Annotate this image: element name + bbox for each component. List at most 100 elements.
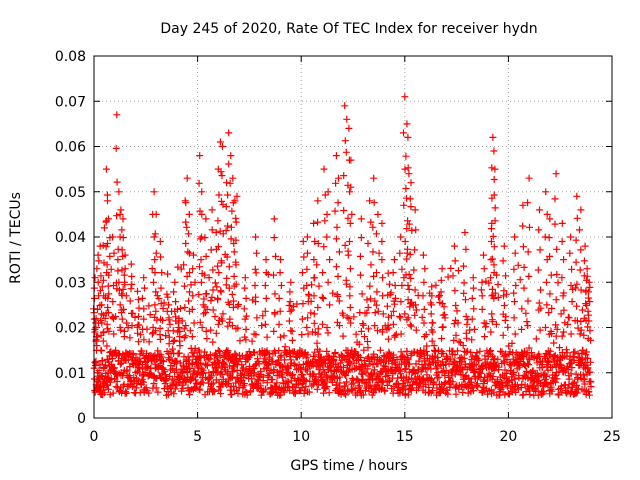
baseline-point	[557, 382, 565, 390]
data-point	[370, 174, 378, 182]
baseline-point	[360, 321, 367, 329]
data-point	[577, 206, 585, 214]
baseline-point	[547, 383, 555, 391]
data-point	[552, 321, 560, 329]
data-point	[270, 327, 278, 335]
data-point	[198, 210, 206, 218]
baseline-point	[508, 339, 516, 347]
baseline-point	[562, 346, 570, 354]
data-point	[545, 234, 553, 242]
baseline-point	[504, 323, 512, 331]
data-point	[275, 320, 283, 328]
baseline-point	[114, 267, 122, 275]
baseline-point	[314, 381, 322, 389]
data-point	[112, 313, 119, 320]
data-point	[480, 319, 488, 327]
data-point	[390, 256, 398, 264]
data-point	[223, 253, 231, 261]
data-point	[411, 286, 419, 294]
data-point	[500, 287, 508, 295]
data-point	[96, 242, 104, 250]
data-point	[277, 256, 284, 264]
data-point	[364, 240, 372, 247]
baseline-point	[273, 379, 281, 387]
data-point	[208, 206, 216, 214]
baseline-point	[533, 359, 541, 367]
data-point	[126, 297, 134, 305]
data-point	[217, 288, 225, 296]
data-point	[121, 265, 129, 273]
data-point	[374, 307, 382, 315]
data-point	[552, 170, 560, 178]
data-point	[303, 282, 311, 289]
baseline-point	[281, 343, 289, 351]
y-tick-label: 0.01	[55, 366, 86, 382]
data-point	[214, 262, 222, 270]
data-point	[558, 274, 566, 282]
data-point	[511, 298, 518, 306]
data-point	[411, 246, 419, 254]
data-point	[262, 294, 270, 302]
data-point	[227, 152, 235, 160]
baseline-point	[310, 353, 317, 360]
data-point	[135, 313, 142, 320]
data-point	[138, 294, 146, 302]
data-point	[188, 333, 196, 341]
data-point	[277, 333, 284, 341]
data-point	[334, 199, 342, 207]
data-point	[546, 252, 554, 260]
data-point	[182, 218, 190, 226]
baseline-point	[434, 346, 442, 354]
baseline-point	[312, 373, 320, 381]
data-point	[366, 197, 374, 205]
data-point	[389, 269, 397, 277]
data-point	[502, 272, 510, 280]
data-point	[400, 129, 407, 137]
data-point	[587, 336, 595, 344]
data-point	[231, 197, 239, 205]
data-point	[339, 311, 347, 319]
data-point	[411, 206, 419, 214]
data-point	[489, 232, 497, 240]
data-point	[230, 272, 238, 280]
data-point	[490, 176, 498, 183]
data-point	[222, 203, 230, 211]
data-point	[346, 283, 354, 291]
data-point	[357, 327, 365, 335]
baseline-point	[460, 354, 468, 362]
data-point	[186, 327, 194, 335]
data-point	[398, 282, 406, 289]
baseline-point	[477, 369, 485, 377]
baseline-point	[148, 265, 156, 273]
baseline-point	[279, 373, 287, 381]
data-point	[491, 217, 499, 225]
data-point	[499, 331, 507, 339]
baseline-point	[363, 296, 371, 304]
data-point	[518, 305, 526, 313]
data-point	[546, 215, 554, 223]
data-point	[396, 314, 404, 322]
data-point	[171, 307, 179, 315]
baseline-point	[98, 347, 105, 355]
baseline-point	[142, 384, 150, 392]
data-point	[251, 265, 259, 273]
baseline-point	[444, 273, 452, 281]
data-point	[451, 242, 458, 250]
baseline-point	[490, 367, 498, 375]
data-point	[185, 297, 193, 305]
data-point	[151, 269, 159, 277]
data-point	[262, 269, 270, 277]
data-point	[478, 292, 486, 300]
data-point	[202, 290, 210, 298]
data-point	[183, 272, 191, 280]
data-point	[576, 266, 584, 274]
baseline-point	[391, 300, 399, 308]
data-point	[536, 206, 543, 214]
data-point	[226, 179, 234, 187]
data-point	[118, 246, 126, 254]
data-point	[314, 325, 322, 333]
data-point	[573, 302, 581, 310]
data-point	[135, 338, 143, 346]
baseline-point	[584, 355, 592, 362]
data-point	[253, 314, 261, 322]
